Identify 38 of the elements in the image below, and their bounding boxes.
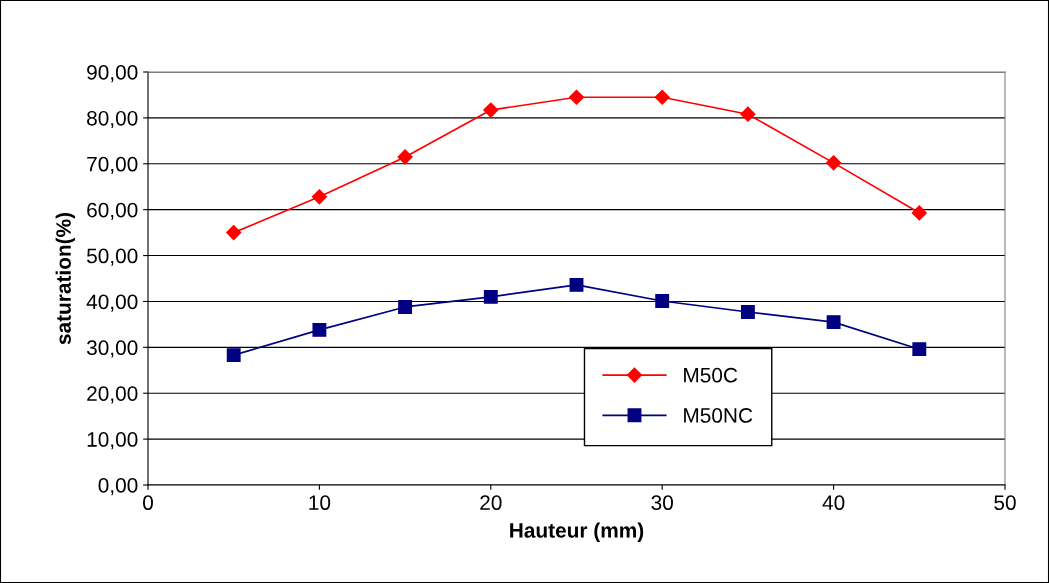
x-tick-label: 20 bbox=[480, 495, 502, 511]
y-tick-label: 60,00 bbox=[87, 202, 138, 220]
y-tick-label: 10,00 bbox=[87, 432, 138, 450]
legend-label: M50C bbox=[684, 367, 738, 383]
point bbox=[568, 89, 585, 105]
point bbox=[911, 205, 927, 221]
y-tick-label: 80,00 bbox=[87, 110, 138, 129]
point bbox=[655, 294, 670, 308]
y-tick-label: 70,00 bbox=[87, 156, 138, 174]
legend-label: M50NC bbox=[684, 408, 753, 423]
point bbox=[483, 289, 498, 304]
point bbox=[483, 102, 499, 118]
x-tick-label: 10 bbox=[309, 495, 331, 511]
x-tick-label: 30 bbox=[651, 495, 673, 511]
x-tick-label: 50 bbox=[994, 495, 1016, 511]
y-tick-label: 0,00 bbox=[98, 478, 138, 496]
point bbox=[226, 225, 242, 241]
point bbox=[826, 315, 841, 330]
x-tick-label: 0 bbox=[143, 495, 153, 511]
point bbox=[654, 89, 670, 105]
x-axis-title: Hauteur (mm) bbox=[510, 522, 644, 542]
point bbox=[311, 189, 327, 205]
y-tick-label: 90,00 bbox=[87, 65, 138, 83]
y-tick-label: 30,00 bbox=[86, 340, 138, 358]
point bbox=[826, 155, 842, 171]
point bbox=[398, 300, 413, 314]
point bbox=[397, 149, 413, 165]
y-axis-title: saturation(%) bbox=[55, 212, 76, 345]
y-tick-label: 20,00 bbox=[87, 386, 138, 404]
y-tick-label: 40,00 bbox=[86, 294, 138, 312]
point bbox=[226, 348, 241, 363]
x-tick-label: 40 bbox=[822, 495, 845, 511]
point bbox=[569, 277, 584, 292]
point bbox=[912, 342, 927, 357]
point bbox=[312, 322, 327, 337]
point bbox=[740, 305, 755, 319]
y-tick-label: 50,00 bbox=[86, 248, 138, 266]
point bbox=[740, 106, 756, 122]
